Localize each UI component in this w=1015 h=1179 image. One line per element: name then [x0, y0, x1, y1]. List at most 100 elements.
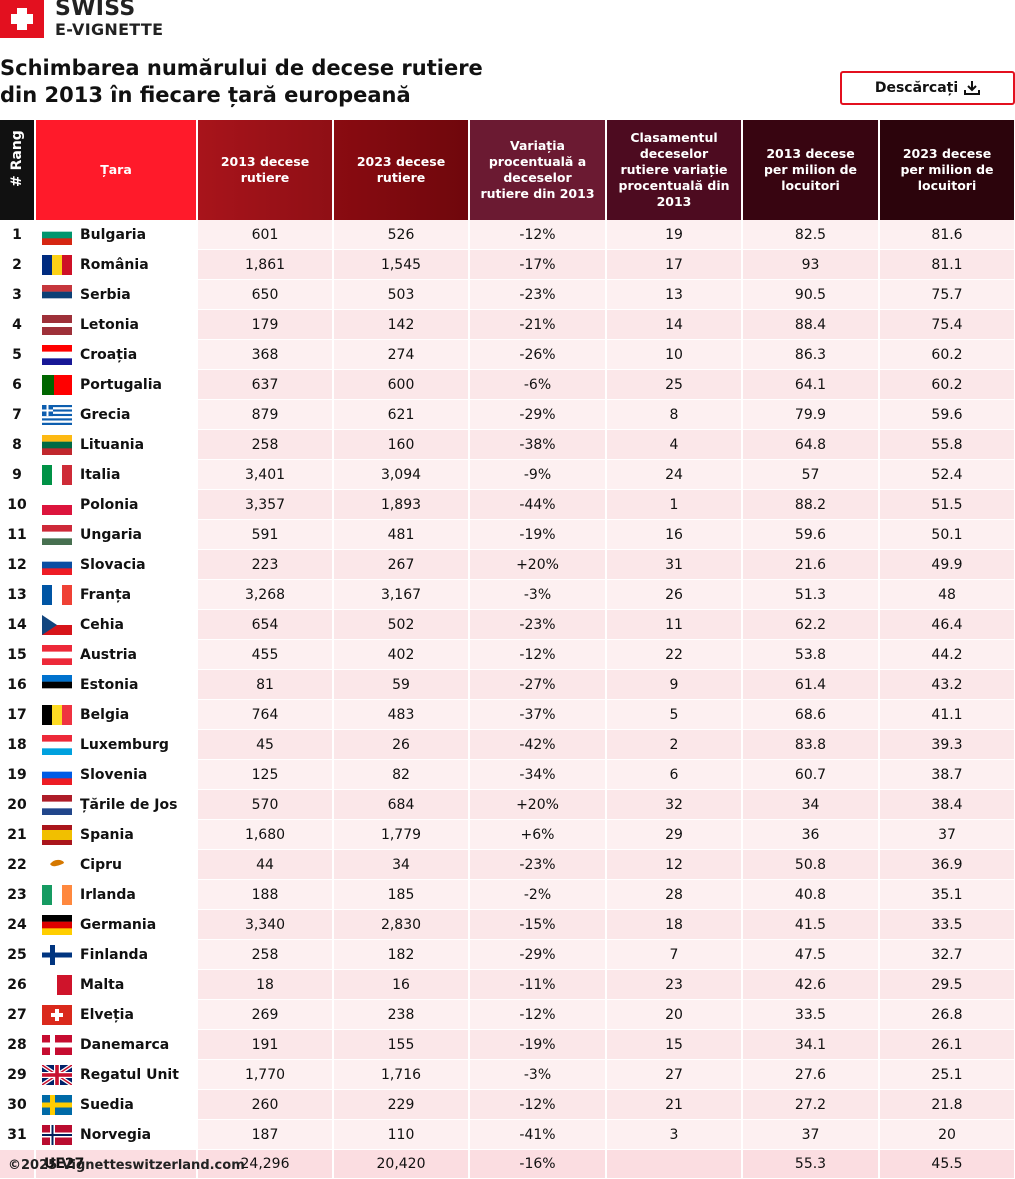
flag: [42, 344, 72, 365]
flag: [42, 254, 73, 275]
value-cell: 481: [333, 519, 470, 550]
country-name: Italia: [80, 466, 121, 483]
rank-cell: 19: [0, 759, 36, 790]
value-cell: 258: [197, 939, 334, 970]
country-name: Cehia: [80, 616, 124, 633]
country-name: România: [80, 256, 149, 273]
rank-cell: 9: [0, 459, 36, 490]
rank-cell: 8: [0, 429, 36, 460]
table-row: 9 Italia 3,401 3,094 -9% 24 57 52.4: [0, 459, 1015, 490]
table-row: 17 Belgia 764 483 -37% 5 68.6 41.1: [0, 699, 1015, 730]
value-cell: 31: [606, 549, 743, 580]
country-cell: Polonia: [35, 489, 198, 520]
value-cell: 110: [333, 1119, 470, 1150]
value-cell: 21: [606, 1089, 743, 1120]
value-cell: -3%: [469, 579, 607, 610]
country-cell: Regatul Unit: [35, 1059, 198, 1090]
rank-cell: 26: [0, 969, 36, 1000]
value-cell: 82: [333, 759, 470, 790]
rank-cell: 23: [0, 879, 36, 910]
flag: [42, 704, 73, 725]
value-cell: 14: [606, 309, 743, 340]
flag: [42, 374, 73, 395]
country-cell: Suedia: [35, 1089, 198, 1120]
value-cell: 20,420: [333, 1149, 470, 1179]
logo-text: SWISS: [55, 0, 136, 21]
country-name: Țările de Jos: [80, 796, 178, 813]
column-header: 2013 decese rutiere: [197, 120, 334, 220]
value-cell: 16: [606, 519, 743, 550]
flag: [42, 914, 72, 935]
title-line: Schimbarea numărului de decese rutiere: [0, 56, 483, 80]
country-name: Grecia: [80, 406, 131, 423]
column-header: 2013 decese per milion de locuitori: [742, 120, 880, 220]
value-cell: 81.6: [879, 220, 1015, 250]
value-cell: 23: [606, 969, 743, 1000]
value-cell: 47.5: [742, 939, 880, 970]
value-cell: 90.5: [742, 279, 880, 310]
value-cell: -41%: [469, 1119, 607, 1150]
value-cell: 3,094: [333, 459, 470, 490]
value-cell: 155: [333, 1029, 470, 1060]
value-cell: 191: [197, 1029, 334, 1060]
value-cell: -12%: [469, 1089, 607, 1120]
table-row: 28 Danemarca 191 155 -19% 15 34.1 26.1: [0, 1029, 1015, 1060]
value-cell: 60.2: [879, 339, 1015, 370]
value-cell: 38.4: [879, 789, 1015, 820]
data-table: # Rang Țara 2013 decese rutiere 2023 decese…: [0, 120, 1015, 1179]
value-cell: 81.1: [879, 249, 1015, 280]
value-cell: 187: [197, 1119, 334, 1150]
table-row: 24 Germania 3,340 2,830 -15% 18 41.5 33.5: [0, 909, 1015, 940]
value-cell: 81: [197, 669, 334, 700]
country-cell: Germania: [35, 909, 198, 940]
value-cell: 34: [742, 789, 880, 820]
value-cell: 402: [333, 639, 470, 670]
country-cell: Cehia: [35, 609, 198, 640]
value-cell: 1,680: [197, 819, 334, 850]
table-row: 16 Estonia 81 59 -27% 9 61.4 43.2: [0, 669, 1015, 700]
country-cell: Țările de Jos: [35, 789, 198, 820]
value-cell: 600: [333, 369, 470, 400]
value-cell: 3,357: [197, 489, 334, 520]
value-cell: 455: [197, 639, 334, 670]
country-name: Slovenia: [80, 766, 148, 783]
country-name: Slovacia: [80, 556, 146, 573]
country-cell: Ungaria: [35, 519, 198, 550]
value-cell: +20%: [469, 549, 607, 580]
value-cell: 182: [333, 939, 470, 970]
country-name: Finlanda: [80, 946, 149, 963]
value-cell: -12%: [469, 220, 607, 250]
country-name: Elveția: [80, 1006, 134, 1023]
download-button[interactable]: Descărcați: [840, 71, 1015, 105]
value-cell: 26: [606, 579, 743, 610]
rank-cell: [0, 1149, 36, 1179]
value-cell: -12%: [469, 639, 607, 670]
total-row: UE27 24,296 20,420 -16% 55.3 45.5: [0, 1149, 1015, 1179]
logo-text: E-VIGNETTE: [55, 20, 164, 39]
flag: [42, 1034, 72, 1055]
country-name: Germania: [80, 916, 157, 933]
rank-cell: 29: [0, 1059, 36, 1090]
flag: [42, 794, 72, 815]
column-header: # Rang: [0, 120, 36, 220]
value-cell: 51.3: [742, 579, 880, 610]
value-cell: 17: [606, 249, 743, 280]
value-cell: -11%: [469, 969, 607, 1000]
value-cell: 49.9: [879, 549, 1015, 580]
value-cell: -19%: [469, 1029, 607, 1060]
value-cell: 59.6: [742, 519, 880, 550]
value-cell: 13: [606, 279, 743, 310]
value-cell: 185: [333, 879, 470, 910]
value-cell: 36: [742, 819, 880, 850]
value-cell: 22: [606, 639, 743, 670]
country-cell: Spania: [35, 819, 198, 850]
rank-cell: 10: [0, 489, 36, 520]
value-cell: 60.7: [742, 759, 880, 790]
value-cell: 24,296: [197, 1149, 334, 1179]
value-cell: 44.2: [879, 639, 1015, 670]
value-cell: 879: [197, 399, 334, 430]
value-cell: 48: [879, 579, 1015, 610]
value-cell: 59: [333, 669, 470, 700]
value-cell: 38.7: [879, 759, 1015, 790]
value-cell: +20%: [469, 789, 607, 820]
